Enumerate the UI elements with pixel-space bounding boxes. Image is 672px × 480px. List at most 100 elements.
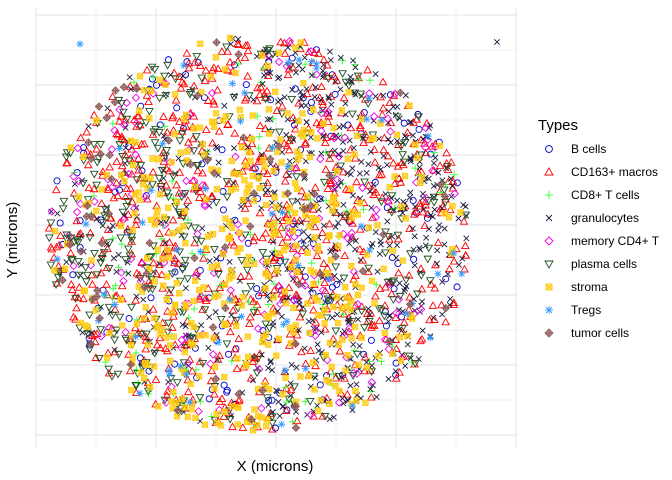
data-point <box>295 56 303 64</box>
data-point <box>169 68 179 77</box>
data-point <box>247 139 257 148</box>
data-point <box>152 81 161 89</box>
data-point <box>295 216 304 224</box>
data-point <box>230 344 240 353</box>
data-point <box>444 271 451 278</box>
data-point <box>98 219 108 227</box>
data-point <box>349 267 359 276</box>
data-point <box>341 214 350 223</box>
data-point <box>195 61 205 69</box>
data-point <box>371 212 380 222</box>
data-point <box>340 133 350 142</box>
data-point <box>151 375 161 383</box>
data-point <box>156 76 163 83</box>
data-point <box>236 106 243 113</box>
data-point <box>166 374 176 383</box>
data-point <box>170 340 180 348</box>
data-point <box>92 144 101 153</box>
data-point <box>263 71 273 79</box>
data-point <box>371 178 379 186</box>
data-point <box>251 406 258 413</box>
data-point <box>133 111 142 120</box>
data-point <box>301 60 309 68</box>
data-point <box>253 83 262 92</box>
data-point <box>232 185 239 192</box>
data-point <box>222 321 229 328</box>
data-point <box>291 423 301 433</box>
data-point <box>378 103 388 112</box>
data-point <box>189 81 199 90</box>
data-point <box>310 280 317 288</box>
data-point <box>115 141 125 149</box>
data-point <box>264 186 271 193</box>
data-point <box>441 241 448 248</box>
data-point <box>95 313 104 323</box>
data-point <box>382 322 390 330</box>
data-point <box>338 70 347 78</box>
data-point <box>288 54 296 62</box>
data-point <box>165 366 173 374</box>
data-point <box>96 259 106 267</box>
data-point <box>264 116 271 123</box>
data-point <box>348 235 355 243</box>
data-point <box>349 192 356 199</box>
data-point <box>387 289 396 298</box>
data-point <box>263 47 272 55</box>
data-point <box>67 257 77 265</box>
data-point <box>76 133 86 142</box>
data-point <box>370 135 378 142</box>
data-point <box>433 260 440 267</box>
data-point <box>360 134 367 141</box>
data-point <box>265 401 272 408</box>
data-point <box>112 291 122 299</box>
data-point <box>46 219 56 228</box>
data-point <box>325 275 333 283</box>
data-point <box>334 152 344 161</box>
data-point <box>455 215 462 222</box>
data-point <box>366 392 376 401</box>
data-point <box>221 102 228 109</box>
data-point <box>62 235 71 244</box>
data-point <box>460 241 470 250</box>
data-point <box>328 283 336 291</box>
data-point <box>110 126 119 135</box>
data-point <box>396 334 404 341</box>
data-point <box>283 406 291 414</box>
data-point <box>72 303 81 312</box>
data-point <box>140 315 148 322</box>
data-point <box>178 266 187 274</box>
data-point <box>266 386 273 393</box>
legend-label: stroma <box>571 280 608 294</box>
data-point <box>255 121 265 130</box>
data-point <box>171 95 181 104</box>
data-point <box>223 386 231 394</box>
data-point <box>222 193 232 202</box>
data-point <box>71 295 80 303</box>
data-point <box>129 115 139 124</box>
data-point <box>411 262 418 269</box>
data-point <box>140 296 147 303</box>
data-point <box>132 176 142 185</box>
data-point <box>297 130 304 137</box>
data-point <box>51 267 58 274</box>
data-point <box>316 126 326 136</box>
data-point <box>225 57 235 66</box>
data-point <box>206 359 215 369</box>
data-point <box>155 260 164 268</box>
data-point <box>331 373 340 382</box>
data-point <box>242 217 249 224</box>
data-point <box>385 337 394 346</box>
data-point <box>461 251 471 259</box>
data-point <box>260 156 267 164</box>
data-point <box>400 139 410 147</box>
data-point <box>268 50 278 59</box>
data-point <box>421 143 430 152</box>
data-point <box>387 139 394 146</box>
data-point <box>229 402 236 410</box>
data-point <box>236 170 244 178</box>
data-point <box>251 165 259 173</box>
data-point <box>421 123 430 133</box>
data-point <box>423 255 433 264</box>
data-point <box>140 282 149 292</box>
data-point <box>372 205 381 215</box>
